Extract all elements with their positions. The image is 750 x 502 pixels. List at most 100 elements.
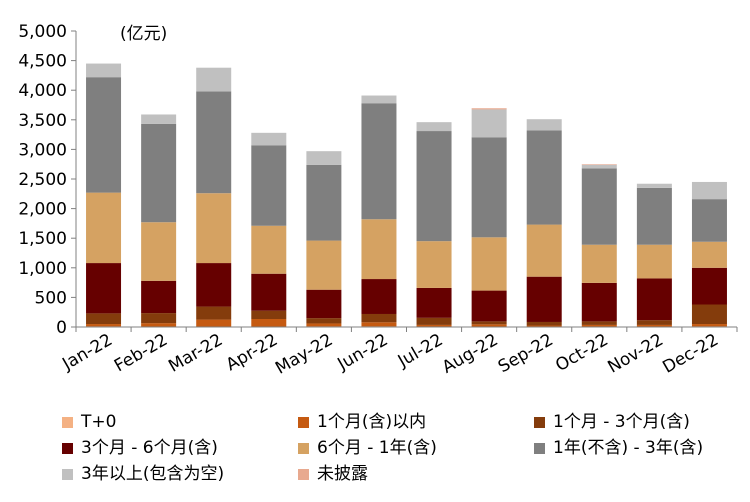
bar-segment-apr-22-series-3: [251, 310, 287, 320]
x-tick-label: Aug-22: [439, 330, 502, 378]
y-tick-label: 1,000: [18, 259, 67, 279]
legend-item-4: 3个月 - 6个月(含): [62, 436, 298, 460]
bar-segment-apr-22-series-2: [251, 319, 287, 327]
bar-segment-mar-22-series-2: [196, 319, 232, 327]
bar-segment-jan-22-series-2: [86, 324, 122, 327]
bar-segment-feb-22-series-3: [141, 313, 177, 324]
y-tick-label: 3,500: [18, 111, 67, 131]
unit-label: (亿元): [120, 24, 167, 44]
bar-segment-nov-22-series-4: [636, 278, 672, 321]
x-tick-label: Oct-22: [552, 330, 612, 376]
legend-label: 未披露: [317, 464, 368, 484]
y-tick-label: 1,500: [18, 229, 67, 249]
bar-segment-mar-22-series-7: [196, 67, 232, 92]
bar-segment-sep-22-series-4: [526, 276, 562, 322]
legend-label: 3个月 - 6个月(含): [81, 438, 218, 458]
y-tick-label: 0: [56, 318, 67, 338]
legend-label: 3年以上(包含为空): [81, 464, 225, 484]
legend-swatch: [298, 468, 309, 480]
bar-segment-nov-22-series-5: [636, 244, 672, 279]
bar-segment-jun-22-series-6: [361, 103, 397, 220]
bar-segment-oct-22-series-8: [581, 164, 617, 165]
bar-segment-feb-22-series-4: [141, 280, 177, 314]
bar-segment-nov-22-series-2: [636, 324, 672, 327]
bar-segment-mar-22-series-3: [196, 306, 232, 320]
bar-segment-may-22-series-5: [306, 240, 342, 290]
x-tick-label: Sep-22: [495, 330, 557, 377]
bar-segment-apr-22-series-7: [251, 132, 287, 146]
bar-segment-oct-22-series-4: [581, 282, 617, 322]
bar-segment-feb-22-series-7: [141, 114, 177, 124]
x-tick-label: Jul-22: [394, 330, 447, 372]
bar-segment-jul-22-series-5: [416, 241, 452, 288]
x-tick-label: Mar-22: [165, 330, 226, 377]
x-tick-label: Nov-22: [604, 330, 666, 378]
bar-segment-jul-22-series-2: [416, 324, 452, 327]
legend-label: T+0: [81, 412, 117, 432]
legend-swatch: [62, 416, 73, 428]
bar-segment-dec-22-series-6: [691, 199, 727, 242]
bar-segment-may-22-series-7: [306, 151, 342, 165]
legend-item-8: 未披露: [298, 462, 534, 486]
legend-item-3: 1个月 - 3个月(含): [534, 410, 742, 434]
bar-segment-apr-22-series-5: [251, 225, 287, 274]
bar-segment-dec-22-series-4: [691, 267, 727, 305]
legend-item-6: 1年(不含) - 3年(含): [534, 436, 742, 460]
legend-item-2: 1个月(含)以内: [298, 410, 534, 434]
bar-segment-sep-22-series-7: [526, 119, 562, 131]
legend-label: 1年(不含) - 3年(含): [553, 438, 704, 458]
bar-segment-jan-22-series-3: [86, 313, 122, 325]
bar-segment-jan-22-series-6: [86, 77, 122, 193]
bar-segment-feb-22-series-6: [141, 123, 177, 223]
bar-segment-jan-22-series-4: [86, 263, 122, 314]
legend-swatch: [298, 442, 309, 454]
y-tick-label: 5,000: [18, 22, 67, 42]
legend-label: 6个月 - 1年(含): [317, 438, 437, 458]
legend-swatch: [534, 416, 545, 428]
legend: T+0 1个月(含)以内 1个月 - 3个月(含) 3个月 - 6个月(含) 6个月 -…: [62, 410, 742, 486]
bar-segment-aug-22-series-2: [471, 324, 507, 327]
bar-segment-feb-22-series-2: [141, 323, 177, 327]
bar-segment-aug-22-series-7: [471, 109, 507, 138]
bar-segment-feb-22-series-5: [141, 222, 177, 281]
bar-segment-oct-22-series-2: [581, 324, 617, 327]
bar-segment-aug-22-series-3: [471, 321, 507, 325]
bar-segment-jan-22-series-5: [86, 192, 122, 264]
y-tick-label: 4,500: [18, 52, 67, 72]
bar-segment-apr-22-series-6: [251, 145, 287, 226]
x-tick-label: Feb-22: [111, 330, 171, 376]
bar-segment-oct-22-series-5: [581, 244, 617, 283]
bar-segment-oct-22-series-3: [581, 321, 617, 325]
x-tick-label: Dec-22: [659, 330, 722, 378]
x-tick-label: Jan-22: [58, 330, 116, 375]
bar-segment-oct-22-series-6: [581, 168, 617, 245]
bar-segment-jun-22-series-3: [361, 313, 397, 323]
bar-segment-jun-22-series-2: [361, 322, 397, 327]
y-tick-label: 4,000: [18, 81, 67, 101]
legend-swatch: [298, 416, 309, 428]
bar-segment-may-22-series-6: [306, 164, 342, 241]
bar-segment-jul-22-series-4: [416, 287, 452, 318]
y-tick-label: 3,000: [18, 140, 67, 160]
bar-segment-jun-22-series-4: [361, 279, 397, 314]
legend-swatch: [62, 468, 73, 480]
x-tick-label: Apr-22: [223, 330, 282, 375]
bar-segment-aug-22-series-5: [471, 237, 507, 291]
bar-segment-oct-22-series-7: [581, 164, 617, 169]
x-tick-label: May-22: [272, 330, 336, 379]
legend-label: 1个月(含)以内: [317, 412, 427, 432]
legend-item-5: 6个月 - 1年(含): [298, 436, 534, 460]
bar-segment-jul-22-series-3: [416, 317, 452, 325]
bar-segment-dec-22-series-5: [691, 241, 727, 268]
bar-segment-jun-22-series-7: [361, 95, 397, 104]
legend-swatch: [534, 442, 545, 454]
legend-item-1: T+0: [62, 410, 298, 434]
bar-segment-aug-22-series-8: [471, 108, 507, 110]
bar-segment-mar-22-series-6: [196, 91, 232, 194]
y-tick-label: 2,500: [18, 170, 67, 190]
bar-segment-aug-22-series-6: [471, 137, 507, 238]
bar-segment-sep-22-series-2: [526, 325, 562, 327]
bar-segment-sep-22-series-3: [526, 321, 562, 326]
bar-segment-sep-22-series-6: [526, 130, 562, 225]
